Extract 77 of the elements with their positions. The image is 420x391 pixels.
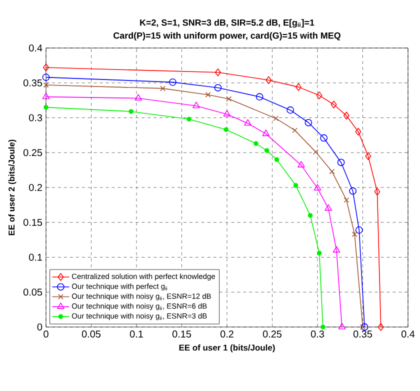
x-tick-label: 0.2 bbox=[220, 330, 234, 338]
point bbox=[42, 74, 50, 81]
point bbox=[314, 184, 322, 190]
point bbox=[214, 68, 221, 76]
point bbox=[273, 116, 279, 122]
point bbox=[256, 93, 264, 101]
point bbox=[169, 78, 176, 86]
point bbox=[360, 324, 366, 330]
point bbox=[286, 106, 294, 114]
x-tick-label: 0.4 bbox=[401, 330, 415, 338]
point bbox=[128, 109, 134, 114]
point bbox=[266, 76, 272, 84]
point bbox=[355, 128, 362, 136]
y-tick-label: 0.2 bbox=[29, 184, 42, 192]
point bbox=[378, 323, 384, 331]
point bbox=[338, 322, 346, 330]
point bbox=[254, 141, 258, 146]
point bbox=[42, 92, 50, 100]
point bbox=[308, 213, 313, 218]
point bbox=[298, 160, 305, 168]
point bbox=[352, 232, 358, 237]
point bbox=[295, 83, 302, 91]
point bbox=[43, 82, 49, 88]
point bbox=[312, 149, 318, 155]
point bbox=[304, 118, 312, 126]
point bbox=[274, 157, 280, 162]
x-tick-label: 0 bbox=[44, 330, 48, 338]
y-tick-label: 0.05 bbox=[23, 288, 42, 296]
x-tick-label: 0.35 bbox=[353, 330, 372, 338]
point bbox=[316, 250, 322, 256]
y-tick-label: 0.35 bbox=[23, 79, 42, 86]
point bbox=[192, 102, 200, 108]
point bbox=[205, 92, 211, 98]
x-tick-label: 0.3 bbox=[310, 330, 324, 338]
point bbox=[332, 246, 340, 253]
y-tick-label: 0.1 bbox=[29, 254, 42, 261]
point bbox=[44, 104, 48, 110]
point bbox=[320, 134, 328, 142]
point bbox=[365, 152, 372, 160]
point bbox=[134, 94, 142, 101]
point bbox=[262, 130, 270, 136]
x-tick-label: 0.25 bbox=[262, 330, 282, 338]
point bbox=[292, 128, 298, 134]
point bbox=[316, 92, 322, 100]
point bbox=[337, 158, 345, 166]
point bbox=[360, 323, 368, 331]
x-tick-label: 0.05 bbox=[82, 330, 101, 338]
chart-title: K=2, S=1, SNR=3 dB, SIR=5.2 dB, E[g$_{ii}$]=1 bbox=[140, 19, 314, 28]
y-tick-label: 0 bbox=[37, 323, 42, 331]
point bbox=[320, 324, 326, 330]
x-tick-label: 0.15 bbox=[172, 330, 192, 338]
y-tick-label: 0.4 bbox=[29, 44, 42, 52]
point bbox=[264, 148, 270, 153]
x-axis-title: EE of user 1 (bits/Joule) bbox=[179, 344, 275, 352]
point bbox=[42, 64, 50, 72]
y-axis-title: EE of user 2 (bits/Joule) bbox=[8, 140, 16, 236]
point bbox=[344, 197, 350, 203]
y-tick-label: 0.25 bbox=[23, 149, 42, 156]
point bbox=[293, 183, 298, 188]
y-tick-label: 0.15 bbox=[23, 218, 42, 226]
point bbox=[374, 188, 380, 196]
point bbox=[223, 110, 231, 117]
point bbox=[349, 187, 356, 195]
point bbox=[226, 96, 232, 102]
point bbox=[224, 127, 228, 132]
point bbox=[244, 119, 252, 126]
y-tick-label: 0.3 bbox=[29, 114, 42, 122]
point bbox=[329, 168, 335, 174]
point bbox=[324, 204, 332, 211]
point bbox=[343, 112, 350, 120]
point bbox=[186, 116, 192, 122]
point bbox=[214, 84, 222, 92]
point bbox=[160, 86, 166, 92]
x-tick-label: 0.1 bbox=[130, 330, 143, 338]
chart-subtitle: Card(P)=15 with uniform power, card(G)=15 with MEQ bbox=[114, 32, 340, 40]
point bbox=[355, 226, 363, 234]
point bbox=[330, 100, 337, 108]
